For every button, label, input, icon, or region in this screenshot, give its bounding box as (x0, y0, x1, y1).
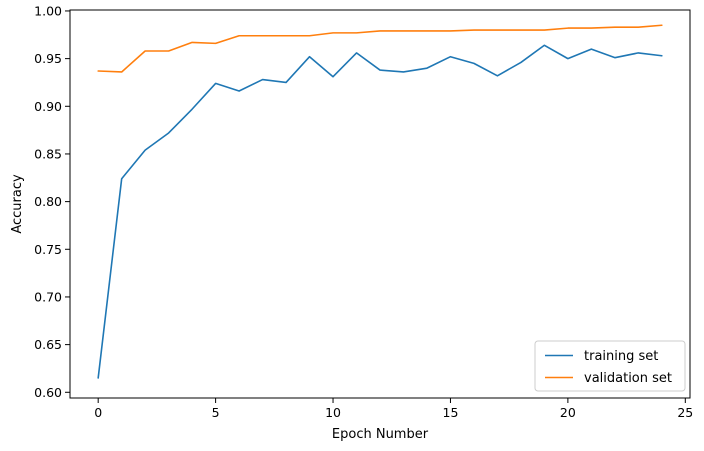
x-axis-title: Epoch Number (332, 427, 429, 442)
y-tick-label: 0.80 (34, 194, 62, 209)
y-tick-label: 0.75 (34, 242, 62, 257)
x-tick-label: 10 (325, 405, 341, 420)
plot-area (70, 10, 690, 398)
x-tick-label: 15 (443, 405, 459, 420)
y-tick-label: 0.85 (34, 146, 62, 161)
x-tick-label: 0 (94, 405, 102, 420)
plot-frame (69, 9, 691, 399)
y-tick-label: 0.95 (34, 51, 62, 66)
legend-label-training-set: training set (584, 349, 658, 364)
x-tick-label: 20 (560, 405, 576, 420)
x-tick-label: 25 (677, 405, 693, 420)
series-line-training-set (97, 44, 663, 379)
y-tick-label: 0.90 (34, 99, 62, 114)
legend: training set validation set (534, 340, 686, 392)
series-line-validation-set (97, 24, 663, 73)
y-axis-title: Accuracy (10, 174, 25, 234)
x-axis: 0 5 10 15 20 25 (94, 398, 693, 420)
series-layer (97, 24, 663, 379)
y-tick-label: 0.70 (34, 289, 62, 304)
legend-label-validation-set: validation set (584, 371, 672, 386)
y-axis: 0.60 0.65 0.70 0.75 0.80 0.85 0.90 0.95 1.00 (34, 3, 70, 400)
y-tick-label: 0.65 (34, 337, 62, 352)
legend-box (534, 340, 686, 392)
x-tick-label: 5 (212, 405, 220, 420)
y-tick-label: 0.60 (34, 385, 62, 400)
y-tick-label: 1.00 (34, 3, 62, 18)
